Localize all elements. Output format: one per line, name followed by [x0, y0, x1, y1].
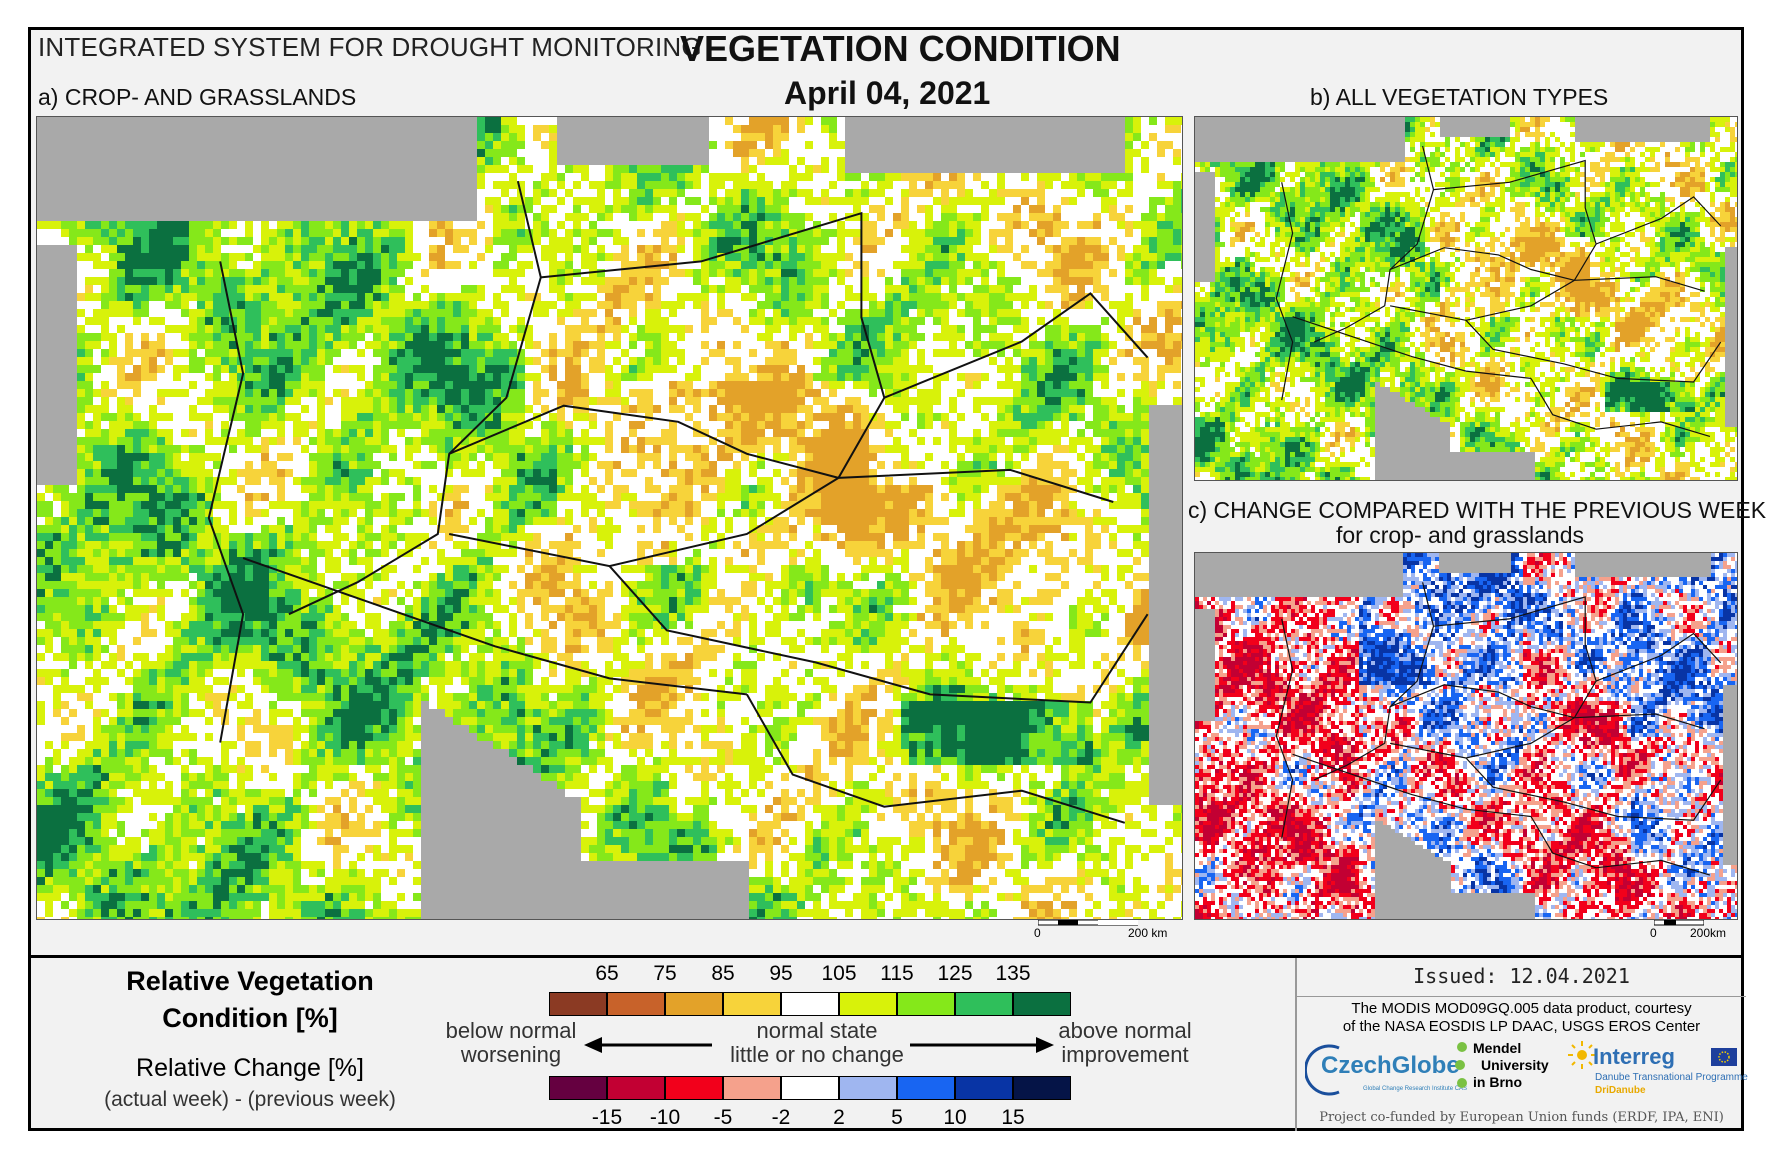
condition-swatch [955, 992, 1013, 1016]
czechglobe-subtitle: Global Change Research Institute CAS [1363, 1086, 1467, 1092]
condition-swatch [781, 992, 839, 1016]
vegetation-condition-raster [37, 117, 1182, 919]
change-swatch [723, 1076, 781, 1100]
change-color-scale [549, 1076, 1071, 1100]
panel-a-label: a) CROP- AND GRASSLANDS [38, 84, 356, 111]
main-title: VEGETATION CONDITION [680, 28, 1121, 70]
below-normal-label: below normal [436, 1019, 586, 1043]
condition-swatch [549, 992, 607, 1016]
mendel-logo: Mendel University in Brno [1455, 1040, 1555, 1100]
condition-tick-label: 95 [751, 962, 811, 986]
right-arrow-icon [910, 1037, 1054, 1053]
condition-swatch [897, 992, 955, 1016]
change-swatch [1013, 1076, 1071, 1100]
change-tick-label: 5 [867, 1106, 927, 1130]
change-tick-label: 15 [983, 1106, 1043, 1130]
legend-separator [28, 955, 1744, 958]
change-swatch [781, 1076, 839, 1100]
scalebar-a-zero: 0 [1034, 926, 1041, 940]
panel-c-sublabel: for crop- and grasslands [1336, 522, 1584, 549]
panel-b-label: b) ALL VEGETATION TYPES [1310, 84, 1608, 111]
mendel-line-2: University [1481, 1057, 1549, 1073]
interreg-name: Interreg [1593, 1044, 1675, 1070]
interreg-sun-icon [1568, 1041, 1596, 1069]
change-tick-label: -2 [751, 1106, 811, 1130]
all-vegetation-raster [1195, 117, 1737, 480]
condition-swatch [839, 992, 897, 1016]
legend-change-title: Relative Change [%] [80, 1054, 420, 1083]
scalebar-c-bar [1654, 920, 1704, 926]
condition-swatch [665, 992, 723, 1016]
legend-title-line2: Condition [%] [80, 1003, 420, 1034]
legend-title-line1: Relative Vegetation [80, 966, 420, 997]
normal-state-label: normal state [712, 1019, 922, 1043]
cofunded-note: Project co-funded by European Union fund… [1297, 1110, 1746, 1125]
eu-flag-icon [1711, 1048, 1737, 1066]
change-swatch [839, 1076, 897, 1100]
below-normal-text: below normal worsening [436, 1019, 586, 1067]
condition-tick-label: 65 [577, 962, 637, 986]
system-title: INTEGRATED SYSTEM FOR DROUGHT MONITORING [38, 32, 702, 63]
credit-line-1: The MODIS MOD09GQ.005 data product, cour… [1297, 1000, 1746, 1017]
condition-swatch [607, 992, 665, 1016]
above-normal-text: above normal improvement [1050, 1019, 1200, 1067]
issued-date: Issued: 12.04.2021 [1297, 964, 1746, 988]
credits-box: Issued: 12.04.2021 The MODIS MOD09GQ.005… [1295, 958, 1748, 1131]
above-normal-label: above normal [1050, 1019, 1200, 1043]
weekly-change-raster [1195, 553, 1737, 919]
worsening-label: worsening [436, 1043, 586, 1067]
scalebar-a-end: 200 km [1128, 926, 1167, 940]
condition-tick-label: 85 [693, 962, 753, 986]
panel-c-label: c) CHANGE COMPARED WITH THE PREVIOUS WEE… [1188, 497, 1766, 524]
interreg-subtitle-2: DriDanube [1595, 1085, 1646, 1096]
little-change-label: little or no change [712, 1043, 922, 1067]
condition-tick-label: 125 [925, 962, 985, 986]
legend-change-subtitle: (actual week) - (previous week) [80, 1088, 420, 1112]
credits-divider [1297, 996, 1746, 997]
map-crop-grasslands[interactable] [36, 116, 1183, 920]
change-swatch [955, 1076, 1013, 1100]
condition-tick-label: 75 [635, 962, 695, 986]
change-tick-label: -5 [693, 1106, 753, 1130]
improvement-label: improvement [1050, 1043, 1200, 1067]
change-swatch [607, 1076, 665, 1100]
change-swatch [549, 1076, 607, 1100]
scalebar-c-end: 200km [1690, 926, 1726, 940]
change-tick-label: -10 [635, 1106, 695, 1130]
czechglobe-name: CzechGlobe [1321, 1052, 1460, 1080]
normal-state-text: normal state little or no change [712, 1019, 922, 1067]
condition-color-scale [549, 992, 1071, 1016]
condition-swatch [1013, 992, 1071, 1016]
change-swatch [665, 1076, 723, 1100]
condition-tick-label: 135 [983, 962, 1043, 986]
credit-line-2: of the NASA EOSDIS LP DAAC, USGS EROS Ce… [1297, 1018, 1746, 1035]
change-tick-label: 2 [809, 1106, 869, 1130]
change-tick-label: -15 [577, 1106, 637, 1130]
date-label: April 04, 2021 [784, 75, 990, 112]
condition-swatch [723, 992, 781, 1016]
mendel-line-1: Mendel [1473, 1040, 1521, 1056]
mendel-dots-icon [1455, 1042, 1467, 1088]
map-all-vegetation[interactable] [1194, 116, 1738, 481]
czechglobe-arc-icon [1305, 1044, 1340, 1096]
change-tick-label: 10 [925, 1106, 985, 1130]
change-swatch [897, 1076, 955, 1100]
scalebar-c-zero: 0 [1650, 926, 1657, 940]
mendel-line-3: in Brno [1473, 1074, 1522, 1090]
czechglobe-logo: CzechGlobe Global Change Research Instit… [1305, 1042, 1467, 1098]
scalebar-a-bar [1038, 920, 1138, 926]
left-arrow-icon [584, 1037, 712, 1053]
condition-tick-label: 115 [867, 962, 927, 986]
interreg-logo: Interreg Danube Transnational Programme … [1567, 1038, 1748, 1108]
map-weekly-change[interactable] [1194, 552, 1738, 920]
condition-tick-label: 105 [809, 962, 869, 986]
interreg-subtitle-1: Danube Transnational Programme [1595, 1072, 1748, 1083]
